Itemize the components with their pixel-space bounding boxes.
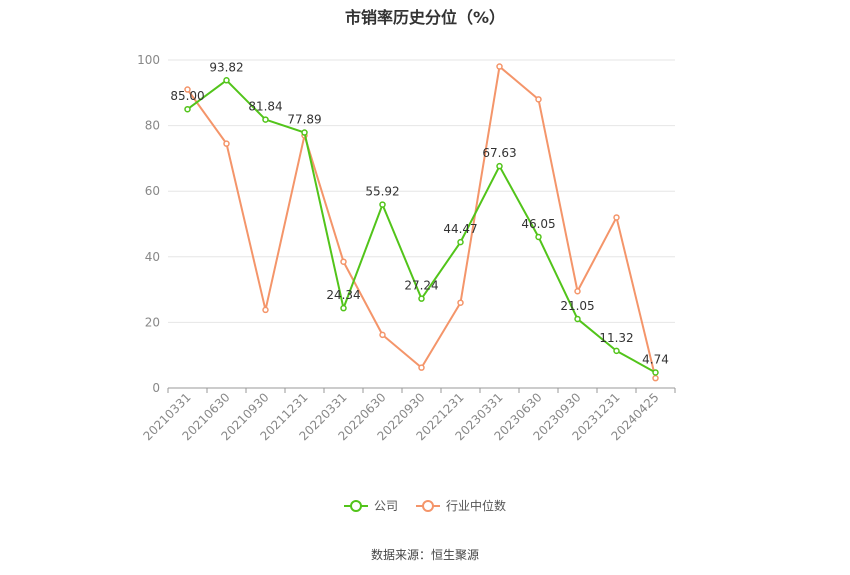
data-point: [457, 238, 464, 246]
data-point: [613, 214, 620, 221]
data-point: [418, 295, 425, 302]
data-point: [340, 258, 347, 265]
legend-company-label: 公司: [373, 499, 398, 513]
data-label: 85.00: [170, 89, 204, 103]
y-tick-label: 40: [145, 250, 160, 264]
y-tick-label: 100: [137, 53, 160, 67]
data-point: [340, 304, 347, 312]
data-point: [262, 306, 269, 314]
data-point: [223, 77, 230, 84]
data-point: [574, 287, 581, 295]
data-point: [301, 129, 308, 136]
legend-item-company[interactable]: 公司: [343, 497, 398, 514]
data-point: [535, 233, 542, 241]
y-tick-label: 80: [145, 119, 160, 133]
data-point: [184, 105, 191, 113]
legend-industry-label: 行业中位数: [446, 499, 507, 513]
data-label: 27.24: [404, 279, 438, 293]
y-tick-label: 60: [145, 184, 160, 198]
data-label: 55.92: [365, 185, 399, 199]
data-point: [613, 347, 620, 355]
data-point: [379, 201, 386, 208]
data-label: 46.05: [521, 217, 555, 231]
data-label: 81.84: [248, 100, 282, 114]
data-point: [184, 86, 191, 93]
data-point: [262, 116, 269, 123]
legend-industry-marker-icon: [416, 499, 440, 513]
legend-item-industry-median[interactable]: 行业中位数: [416, 497, 506, 514]
data-point: [652, 369, 659, 376]
data-label: 67.63: [482, 146, 516, 160]
data-label: 11.32: [599, 331, 633, 345]
data-point: [418, 364, 425, 371]
data-point: [535, 96, 542, 103]
data-label: 44.47: [443, 222, 477, 236]
y-tick-label: 0: [152, 381, 160, 395]
data-point: [457, 299, 464, 306]
data-point: [496, 63, 503, 70]
data-point: [379, 331, 386, 339]
legend-company-marker-icon: [343, 499, 368, 513]
data-point: [496, 162, 503, 170]
data-label: 77.89: [287, 113, 321, 127]
data-point: [574, 315, 581, 323]
data-point: [652, 374, 659, 382]
legend: 公司 行业中位数: [0, 497, 850, 514]
data-point: [223, 140, 230, 147]
data-source: 数据来源：恒生聚源: [370, 548, 479, 562]
series-line: [186, 79, 656, 374]
data-label: 21.05: [560, 299, 594, 313]
chart-title: 市销率历史分位（%）: [344, 8, 506, 27]
data-label: 4.74: [642, 352, 669, 366]
data-label: 93.82: [209, 60, 243, 74]
y-tick-label: 20: [145, 315, 160, 329]
data-label: 24.34: [326, 288, 360, 302]
